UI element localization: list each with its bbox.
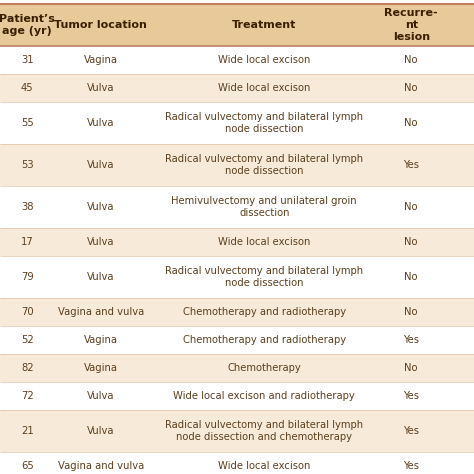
Text: Wide local excison: Wide local excison bbox=[218, 55, 310, 65]
Text: Radical vulvectomy and bilateral lymph
node dissection: Radical vulvectomy and bilateral lymph n… bbox=[165, 154, 363, 176]
Bar bbox=[0, 354, 474, 382]
Bar bbox=[0, 144, 474, 186]
Bar bbox=[0, 452, 474, 474]
Bar bbox=[0, 410, 474, 452]
Text: Vulva: Vulva bbox=[87, 391, 115, 401]
Text: 17: 17 bbox=[21, 237, 34, 247]
Text: Treatment: Treatment bbox=[232, 20, 296, 30]
Text: Wide local excison: Wide local excison bbox=[218, 461, 310, 471]
Text: Yes: Yes bbox=[403, 160, 419, 170]
Text: No: No bbox=[404, 363, 418, 373]
Text: Chemotherapy: Chemotherapy bbox=[228, 363, 301, 373]
Text: No: No bbox=[404, 307, 418, 317]
Bar bbox=[0, 326, 474, 354]
Text: 45: 45 bbox=[21, 83, 34, 93]
Bar bbox=[0, 4, 474, 46]
Text: 31: 31 bbox=[21, 55, 34, 65]
Text: Vulva: Vulva bbox=[87, 426, 115, 436]
Text: Yes: Yes bbox=[403, 391, 419, 401]
Text: No: No bbox=[404, 237, 418, 247]
Text: Yes: Yes bbox=[403, 335, 419, 345]
Text: 52: 52 bbox=[21, 335, 34, 345]
Bar bbox=[0, 298, 474, 326]
Text: 72: 72 bbox=[21, 391, 34, 401]
Text: No: No bbox=[404, 118, 418, 128]
Bar bbox=[0, 102, 474, 144]
Bar bbox=[0, 382, 474, 410]
Text: Recurre-
nt
lesion: Recurre- nt lesion bbox=[384, 8, 438, 42]
Text: Vagina and vulva: Vagina and vulva bbox=[58, 461, 144, 471]
Text: 55: 55 bbox=[21, 118, 34, 128]
Text: 65: 65 bbox=[21, 461, 34, 471]
Text: Wide local excison and radiotherapy: Wide local excison and radiotherapy bbox=[173, 391, 355, 401]
Bar bbox=[0, 186, 474, 228]
Text: Chemotherapy and radiotherapy: Chemotherapy and radiotherapy bbox=[182, 307, 346, 317]
Text: No: No bbox=[404, 83, 418, 93]
Text: Tumor location: Tumor location bbox=[55, 20, 147, 30]
Text: 38: 38 bbox=[21, 202, 34, 212]
Bar bbox=[0, 74, 474, 102]
Text: Hemivulvectomy and unilateral groin
dissection: Hemivulvectomy and unilateral groin diss… bbox=[172, 196, 357, 218]
Text: No: No bbox=[404, 272, 418, 282]
Text: 82: 82 bbox=[21, 363, 34, 373]
Text: Vagina: Vagina bbox=[84, 55, 118, 65]
Text: Wide local excison: Wide local excison bbox=[218, 83, 310, 93]
Text: 70: 70 bbox=[21, 307, 34, 317]
Text: Wide local excison: Wide local excison bbox=[218, 237, 310, 247]
Text: Vagina and vulva: Vagina and vulva bbox=[58, 307, 144, 317]
Text: Vagina: Vagina bbox=[84, 335, 118, 345]
Text: No: No bbox=[404, 55, 418, 65]
Text: Vulva: Vulva bbox=[87, 237, 115, 247]
Text: 53: 53 bbox=[21, 160, 34, 170]
Bar bbox=[0, 228, 474, 256]
Text: Vulva: Vulva bbox=[87, 272, 115, 282]
Text: 21: 21 bbox=[21, 426, 34, 436]
Text: Chemotherapy and radiotherapy: Chemotherapy and radiotherapy bbox=[182, 335, 346, 345]
Text: Vulva: Vulva bbox=[87, 160, 115, 170]
Text: Radical vulvectomy and bilateral lymph
node dissection: Radical vulvectomy and bilateral lymph n… bbox=[165, 112, 363, 134]
Text: Radical vulvectomy and bilateral lymph
node dissection: Radical vulvectomy and bilateral lymph n… bbox=[165, 266, 363, 288]
Bar bbox=[0, 256, 474, 298]
Bar bbox=[0, 46, 474, 74]
Text: Vagina: Vagina bbox=[84, 363, 118, 373]
Text: Vulva: Vulva bbox=[87, 118, 115, 128]
Text: Yes: Yes bbox=[403, 426, 419, 436]
Text: Patient’s
age (yr): Patient’s age (yr) bbox=[0, 14, 55, 36]
Text: Yes: Yes bbox=[403, 461, 419, 471]
Text: No: No bbox=[404, 202, 418, 212]
Text: 79: 79 bbox=[21, 272, 34, 282]
Text: Radical vulvectomy and bilateral lymph
node dissection and chemotherapy: Radical vulvectomy and bilateral lymph n… bbox=[165, 420, 363, 442]
Text: Vulva: Vulva bbox=[87, 83, 115, 93]
Text: Vulva: Vulva bbox=[87, 202, 115, 212]
